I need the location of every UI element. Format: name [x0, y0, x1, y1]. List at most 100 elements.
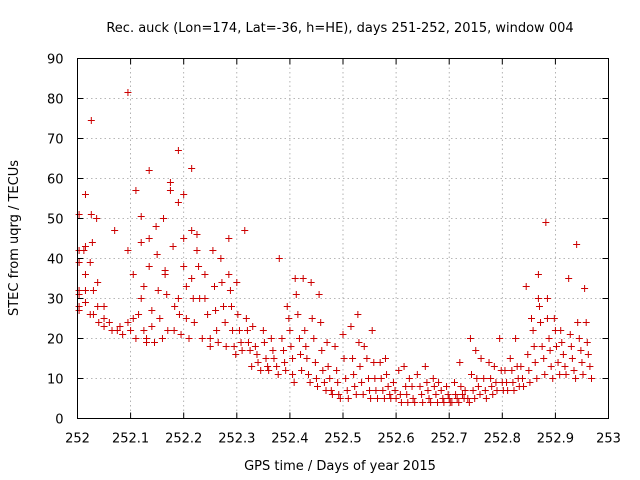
data-point — [217, 255, 225, 262]
data-point — [468, 371, 476, 378]
data-point — [158, 335, 166, 342]
data-point — [170, 327, 178, 334]
data-point — [206, 335, 214, 342]
data-point — [534, 271, 542, 278]
data-point — [402, 383, 410, 390]
data-point — [171, 303, 179, 310]
data-point — [278, 335, 286, 342]
data-point — [206, 343, 214, 350]
data-point — [545, 335, 553, 342]
data-point — [328, 391, 336, 398]
data-point — [572, 375, 580, 382]
data-point — [299, 275, 307, 282]
data-point — [473, 375, 481, 382]
data-point — [140, 327, 148, 334]
data-point — [310, 335, 318, 342]
data-point — [404, 399, 412, 406]
data-point — [127, 327, 135, 334]
data-point — [304, 371, 312, 378]
y-tick-label: 90 — [47, 53, 64, 68]
data-point — [129, 271, 137, 278]
data-point — [233, 279, 241, 286]
data-point — [301, 327, 309, 334]
data-point — [586, 363, 594, 370]
data-point — [163, 291, 171, 298]
data-point — [283, 303, 291, 310]
ticks-layer — [77, 58, 609, 419]
data-point — [235, 327, 243, 334]
data-point — [471, 395, 479, 402]
data-point — [535, 303, 543, 310]
data-point — [334, 379, 342, 386]
data-point — [306, 379, 314, 386]
data-point — [355, 339, 363, 346]
data-point — [274, 371, 282, 378]
data-point — [397, 399, 405, 406]
data-point — [94, 279, 102, 286]
data-point — [383, 371, 391, 378]
data-point — [105, 319, 113, 326]
data-point — [575, 335, 583, 342]
data-point — [81, 243, 89, 250]
data-point — [87, 211, 95, 218]
data-point — [480, 375, 488, 382]
data-point — [116, 323, 124, 330]
data-point — [380, 395, 388, 402]
y-tick-label: 80 — [47, 93, 64, 108]
data-point — [377, 375, 385, 382]
data-point — [457, 383, 465, 390]
data-point — [524, 351, 532, 358]
data-point — [75, 291, 83, 298]
data-point — [286, 327, 294, 334]
data-point — [520, 383, 528, 390]
data-point — [496, 335, 504, 342]
data-point — [95, 319, 103, 326]
data-point — [264, 363, 272, 370]
data-point — [75, 259, 83, 266]
data-point — [509, 379, 517, 386]
x-tick-label: 252.8 — [484, 432, 521, 447]
y-tick-label: 60 — [47, 173, 64, 188]
data-point — [506, 355, 514, 362]
data-point — [474, 383, 482, 390]
data-point — [312, 375, 320, 382]
data-point — [372, 387, 380, 394]
data-point — [451, 379, 459, 386]
data-point — [145, 167, 153, 174]
data-point — [156, 315, 164, 322]
data-point — [145, 235, 153, 242]
x-tick-label: 252.9 — [537, 432, 574, 447]
data-point — [578, 359, 586, 366]
data-point — [259, 327, 267, 334]
data-point — [302, 343, 310, 350]
data-point — [371, 375, 379, 382]
data-point — [289, 371, 297, 378]
data-point — [218, 279, 226, 286]
data-point — [160, 215, 168, 222]
data-point — [174, 147, 182, 154]
data-point — [374, 395, 382, 402]
data-point — [248, 363, 256, 370]
data-point — [542, 219, 550, 226]
data-point — [504, 387, 512, 394]
x-tick-label: 252 — [65, 432, 90, 447]
data-point — [336, 395, 344, 402]
data-point — [210, 283, 218, 290]
data-point — [573, 241, 581, 248]
data-point — [350, 371, 358, 378]
x-tick-label: 252.7 — [431, 432, 468, 447]
data-point — [358, 379, 366, 386]
data-point — [508, 367, 516, 374]
data-point — [533, 375, 541, 382]
data-point — [145, 263, 153, 270]
data-point — [540, 355, 548, 362]
data-point — [129, 315, 137, 322]
data-point — [153, 251, 161, 258]
data-point — [226, 287, 234, 294]
data-point — [295, 335, 303, 342]
data-point — [249, 323, 257, 330]
x-tick-label: 252.4 — [271, 432, 308, 447]
x-tick-label: 252.2 — [165, 432, 202, 447]
